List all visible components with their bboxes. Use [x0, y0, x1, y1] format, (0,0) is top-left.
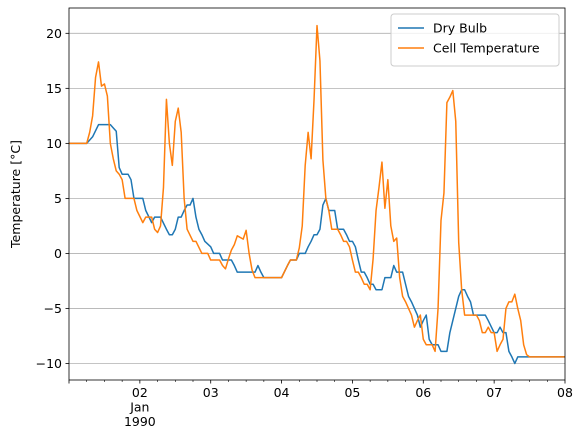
x-tick-label: 06 — [415, 385, 431, 400]
legend-label-dry-bulb: Dry Bulb — [433, 21, 487, 36]
y-tick-label: −10 — [36, 356, 62, 371]
x-tick-label: 08 — [557, 385, 573, 400]
x-tick-label: 04 — [274, 385, 290, 400]
x-tick-label: 07 — [486, 385, 502, 400]
y-axis-label: Temperature [°C] — [8, 140, 23, 249]
y-tick-label: 15 — [46, 81, 62, 96]
y-tick-label: −5 — [44, 301, 62, 316]
series-line-cell-temperature — [69, 24, 565, 358]
x-tick-label: 02 — [132, 385, 148, 400]
legend-box — [390, 13, 560, 67]
series-lines — [69, 24, 565, 365]
y-tick-label: 0 — [54, 246, 62, 261]
y-tick-label: 5 — [54, 191, 62, 206]
legend: Dry Bulb Cell Temperature — [390, 13, 560, 67]
y-tick-label: 10 — [46, 136, 62, 151]
plot-area — [69, 8, 565, 380]
x-tick-label: 1990 — [124, 414, 156, 429]
legend-label-cell-temperature: Cell Temperature — [433, 41, 540, 56]
x-tick-label: 03 — [203, 385, 219, 400]
y-tick-label: 20 — [46, 26, 62, 41]
x-tick-label: Jan — [129, 400, 149, 415]
y-axis: −10 −5 0 5 10 15 20 — [36, 26, 69, 371]
x-tick-label: 05 — [344, 385, 360, 400]
